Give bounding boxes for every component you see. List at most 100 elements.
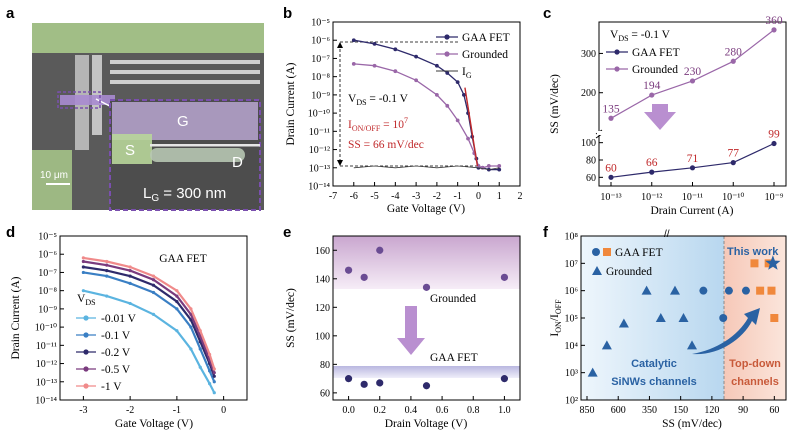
data-point-d (189, 347, 193, 351)
data-point-circle-f (719, 314, 728, 322)
y-tick-label-d: 10⁻¹² (36, 359, 57, 370)
x-tick-label-f: 60 (769, 405, 779, 416)
title-d: GAA FET (159, 253, 207, 265)
progress-arrow-f (692, 308, 760, 355)
region-label-topdown-1: Top-down (729, 358, 781, 370)
legend-label-gaa: GAA FET (462, 32, 510, 44)
y-tick-label-f: 10⁶ (565, 286, 579, 297)
panel-label-e: e (283, 224, 291, 241)
x-tick-label-b: -6 (350, 191, 358, 202)
region-label-catalytic-2: SiNWs channels (611, 376, 697, 388)
data-point-d (175, 307, 179, 311)
data-point-b (393, 69, 398, 74)
legend-marker-gaa-c (614, 49, 620, 55)
legend-triangle-f (592, 266, 602, 275)
x-tick-label-f: 120 (704, 405, 719, 416)
data-point-c (649, 169, 655, 175)
data-point-d (198, 365, 202, 369)
arrow-up-head (337, 42, 343, 48)
legend-marker-grounded (444, 51, 450, 57)
legend-marker-d (83, 349, 89, 355)
y-tick-label-d: 10⁻¹¹ (36, 341, 57, 352)
data-point-d (151, 274, 156, 278)
data-point-d (151, 283, 156, 287)
data-point-b (497, 167, 502, 172)
axis-ticks-e: 0.0 0.2 0.4 0.6 0.8 1.0 60 80 100 120 140 160 (315, 246, 511, 416)
data-point-d (151, 312, 156, 316)
legend-marker-d (83, 366, 89, 372)
data-point-triangle-f (587, 367, 598, 377)
data-point-e (360, 380, 368, 388)
data-point-b (466, 136, 470, 141)
y-tick-label-e: 140 (315, 274, 330, 285)
zoom-box-small (57, 91, 101, 109)
legend-label-gaa-c: GAA FET (632, 47, 680, 59)
data-point-e (344, 266, 353, 274)
y-tick-label-e: 80 (320, 360, 330, 371)
y-tick-label-f: 10⁷ (565, 259, 579, 270)
band-label-gaa: GAA FET (430, 352, 478, 364)
panel-d: d -3 -2 -1 0 10⁻¹⁴ 10⁻¹³ 10⁻¹² 10⁻¹¹ 10⁻¹⁰ 10⁻⁹ 10… (6, 224, 248, 430)
data-label-c: 71 (687, 153, 699, 165)
x-tick-label-f: 350 (642, 405, 657, 416)
data-point-d (128, 274, 132, 278)
panel-e: e 0.0 0.2 0.4 0.6 0.8 1.0 60 80 100 120 140 160 Gro… (283, 224, 521, 430)
y-tick-label-c: 200 (581, 88, 596, 99)
y-tick-label-e: 160 (315, 246, 330, 257)
data-point-d (189, 312, 193, 316)
y-tick-label-b: 10⁻¹³ (309, 163, 330, 174)
data-point-d (81, 289, 85, 293)
down-arrow-c (644, 104, 676, 130)
arrow-down-head (337, 160, 343, 166)
data-point-d (212, 367, 216, 371)
y-tick-label-d: 10⁻¹⁰ (35, 323, 57, 334)
region-label-catalytic-1: Catalytic (631, 358, 677, 370)
data-point-b (455, 80, 460, 85)
band-label-grounded: Grounded (430, 293, 476, 305)
y-tick-label-d: 10⁻⁵ (38, 232, 57, 243)
data-point-c (608, 174, 614, 180)
x-tick-label-c: 10⁻⁹ (765, 192, 784, 203)
x-tick-label-e: 0.4 (405, 405, 418, 416)
sem-line-3 (110, 80, 260, 84)
annotation-ss: SS = 66 mV/dec (348, 139, 424, 151)
x-tick-label-b: -2 (433, 191, 441, 202)
data-point-square-f (750, 259, 759, 268)
y-tick-label-d: 10⁻¹³ (36, 377, 57, 388)
x-tick-label-c: 10⁻¹⁰ (722, 192, 744, 203)
ylabel-e: SS (mV/dec) (285, 288, 297, 348)
data-point-c (689, 165, 696, 171)
data-label-c: 66 (646, 157, 658, 169)
ylabel-c: SS (mV/dec) (549, 74, 561, 134)
data-label-c: 230 (684, 66, 702, 78)
xlabel-c: Drain Current (A) (650, 205, 733, 217)
data-point-d (81, 256, 85, 260)
data-point-b (445, 71, 450, 75)
y-tick-label-b: 10⁻¹⁰ (308, 109, 330, 120)
data-point-b (434, 92, 439, 97)
data-point-circle-f (741, 286, 750, 295)
data-point-c (649, 92, 655, 98)
data-point-e (500, 375, 509, 383)
axis-ticks-d: -3 -2 -1 0 10⁻¹⁴ 10⁻¹³ 10⁻¹² 10⁻¹¹ 10⁻¹⁰ 10⁻⁹ 10⁻⁸… (35, 232, 226, 417)
y-tick-label-c: 80 (586, 156, 596, 167)
axis-ticks-f: 850 600 350 150 120 90 60 10² 10³ 10⁴ 10⁵ 10⁶ 10⁷ 10⁸ (565, 232, 780, 417)
plot-frame-e (332, 235, 521, 401)
data-point-d (212, 380, 216, 384)
inset-gate (112, 102, 258, 140)
data-point-b (445, 103, 450, 108)
x-tick-label-d: 0 (221, 405, 226, 416)
scale-bar-label: 10 μm (40, 170, 68, 181)
this-work-star-f (765, 255, 781, 270)
data-point-d (175, 300, 179, 304)
label-s: S (125, 142, 135, 159)
data-point-c (608, 115, 614, 121)
series-group-f (587, 255, 781, 377)
x-tick-label-b: -5 (370, 191, 378, 202)
legend-title-d: VDS (77, 293, 96, 307)
data-point-b (455, 118, 460, 123)
legend-label-d: -0.1 V (101, 330, 131, 342)
x-tick-label-f: 850 (580, 405, 595, 416)
y-tick-label-f: 10² (565, 396, 578, 407)
data-point-d (81, 259, 85, 264)
